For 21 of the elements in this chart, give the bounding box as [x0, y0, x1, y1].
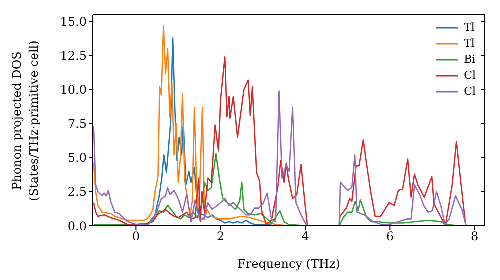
line-series: [93, 25, 290, 226]
x-tick-label: 8: [471, 230, 479, 244]
x-tick-label: 6: [386, 230, 394, 244]
legend-label: Cl: [464, 68, 476, 84]
x-axis-title: Frequency (THz): [238, 257, 340, 271]
y-tick-label: 0.0: [68, 219, 87, 234]
y-tick-label: 10.0: [60, 83, 87, 98]
y-tick-label: 2.5: [68, 185, 87, 200]
x-tick-label: 0: [132, 230, 140, 244]
x-tick-label: 2: [217, 230, 225, 244]
y-axis-title: Phonon projected DOS (States/THz·primitive cell): [10, 40, 41, 202]
legend-label: Tl: [464, 36, 475, 52]
y-tick-label: 7.5: [68, 117, 87, 132]
line-series: [148, 37, 272, 226]
y-tick-label: 15.0: [60, 15, 87, 30]
y-tick-label: 12.5: [60, 49, 87, 64]
legend-label: Tl: [464, 20, 475, 36]
x-tick-label: 4: [302, 230, 310, 244]
legend-label: Bi: [464, 52, 476, 68]
legend-label: Cl: [464, 84, 476, 100]
y-tick-label: 5.0: [68, 151, 87, 166]
